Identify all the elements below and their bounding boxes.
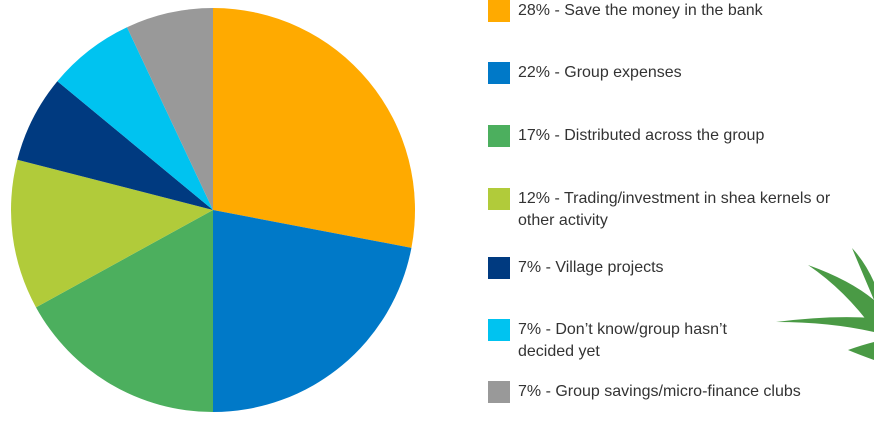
legend-swatch [488, 125, 510, 147]
legend-item: 7% - Group savings/micro-finance clubs [488, 381, 808, 403]
legend-item: 22% - Group expenses [488, 62, 874, 84]
legend-item: 7% - Village projects [488, 257, 874, 279]
page: 28% - Save the money in the bank 22% - Gr… [0, 0, 874, 429]
legend-label: 17% - Distributed across the group [518, 125, 874, 147]
legend-label: 28% - Save the money in the bank [518, 0, 874, 22]
legend-swatch [488, 0, 510, 22]
legend-swatch [488, 319, 510, 341]
legend-swatch [488, 381, 510, 403]
legend-swatch [488, 62, 510, 84]
legend-label: 7% - Don’t know/group hasn’t decided yet [518, 319, 768, 363]
leaf [848, 342, 874, 360]
pie-slice [213, 8, 415, 248]
legend-label: 7% - Group savings/micro-finance clubs [518, 381, 808, 403]
legend-item: 12% - Trading/investment in shea kernels… [488, 188, 858, 232]
legend-item: 28% - Save the money in the bank [488, 0, 874, 22]
legend-swatch [488, 188, 510, 210]
legend-label: 22% - Group expenses [518, 62, 874, 84]
legend-label: 12% - Trading/investment in shea kernels… [518, 188, 858, 232]
legend-item: 17% - Distributed across the group [488, 125, 874, 147]
legend-swatch [488, 257, 510, 279]
leaf [776, 317, 874, 332]
legend-item: 7% - Don’t know/group hasn’t decided yet [488, 319, 768, 363]
legend-label: 7% - Village projects [518, 257, 874, 279]
